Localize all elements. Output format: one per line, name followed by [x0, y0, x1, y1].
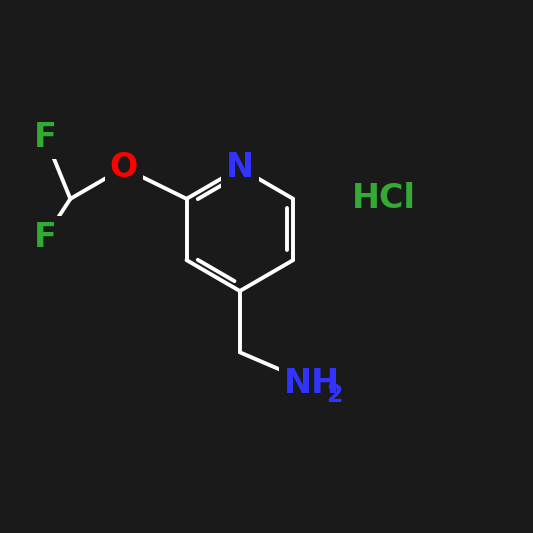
- Text: F: F: [34, 221, 56, 254]
- Text: 2: 2: [326, 383, 342, 407]
- Text: HCl: HCl: [352, 182, 416, 215]
- Text: N: N: [226, 151, 254, 184]
- Text: F: F: [34, 121, 56, 154]
- Text: O: O: [109, 151, 138, 184]
- Text: NH: NH: [284, 367, 340, 400]
